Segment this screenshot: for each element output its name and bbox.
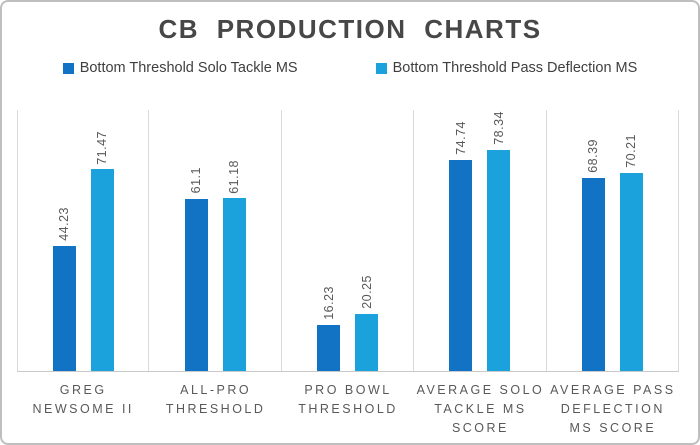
bar — [184, 198, 208, 371]
bar-column: 16.23 — [317, 286, 341, 371]
bar — [317, 325, 341, 371]
bar — [487, 150, 511, 371]
category-bars: 44.23 71.47 — [17, 110, 150, 371]
category-axis-label: AVERAGE SOLO TACKLE MS SCORE — [414, 371, 547, 437]
bar-column: 78.34 — [487, 111, 511, 371]
bar-value-label: 16.23 — [321, 286, 336, 321]
category-bars: 61.1 61.18 — [149, 110, 282, 371]
bar-value-label: 61.18 — [227, 159, 242, 194]
category-group: 16.23 20.25 PRO BOWL THRESHOLD — [281, 110, 415, 437]
legend: Bottom Threshold Solo Tackle MS Bottom T… — [2, 60, 698, 76]
legend-label-pass-deflection: Bottom Threshold Pass Deflection MS — [392, 60, 638, 76]
category-bars: 68.39 70.21 — [547, 110, 680, 371]
bar — [619, 172, 643, 371]
bar-value-label: 71.47 — [95, 130, 110, 165]
bar — [52, 246, 76, 371]
bar — [581, 178, 605, 371]
category-axis-label: GREG NEWSOME II — [17, 371, 150, 429]
bar-value-label: 74.74 — [453, 121, 468, 156]
category-group: 74.74 78.34 AVERAGE SOLO TACKLE MS SCORE — [414, 110, 547, 437]
bar-column: 61.1 — [184, 167, 208, 371]
legend-swatch-square-icon — [375, 62, 387, 74]
legend-swatch-square-icon — [62, 62, 74, 74]
bar-value-label: 68.39 — [586, 139, 601, 173]
bar-value-label: 44.23 — [57, 207, 72, 242]
bar — [449, 160, 473, 371]
category-group: 44.23 71.47 GREG NEWSOME II — [17, 110, 150, 437]
legend-item-solo-tackle: Bottom Threshold Solo Tackle MS — [62, 60, 298, 76]
bar — [222, 198, 246, 371]
bar-value-label: 20.25 — [359, 275, 374, 309]
bar-value-label: 70.21 — [624, 134, 639, 168]
chart-title: CB PRODUCTION CHARTS — [158, 14, 542, 44]
bar-value-label: 61.1 — [189, 167, 204, 194]
bar-column: 44.23 — [52, 207, 76, 371]
legend-label-solo-tackle: Bottom Threshold Solo Tackle MS — [79, 60, 298, 76]
bar-column: 68.39 — [581, 139, 605, 371]
bar-value-label: 78.34 — [491, 111, 506, 145]
category-bars: 16.23 20.25 — [282, 110, 415, 371]
category-axis-label: ALL-PRO THRESHOLD — [149, 371, 282, 429]
bar-column: 70.21 — [619, 134, 643, 371]
bar-column: 20.25 — [355, 275, 379, 371]
category-bars: 74.74 78.34 — [414, 110, 547, 371]
plot-area: 44.23 71.47 GREG NEWSOME II 61.1 61.18 ALL-PR… — [17, 110, 680, 437]
category-axis-label: AVERAGE PASS DEFLECTION MS SCORE — [546, 371, 680, 437]
bar — [355, 313, 379, 371]
legend-item-pass-deflection: Bottom Threshold Pass Deflection MS — [375, 60, 638, 76]
bar-column: 74.74 — [449, 121, 473, 371]
category-group: 68.39 70.21 AVERAGE PASS DEFLECTION MS SCO… — [546, 110, 680, 437]
bar-column: 71.47 — [90, 130, 114, 371]
bar — [90, 169, 114, 371]
category-group: 61.1 61.18 ALL-PRO THRESHOLD — [149, 110, 282, 437]
bar-column: 61.18 — [222, 159, 246, 371]
category-axis-label: PRO BOWL THRESHOLD — [281, 371, 415, 429]
